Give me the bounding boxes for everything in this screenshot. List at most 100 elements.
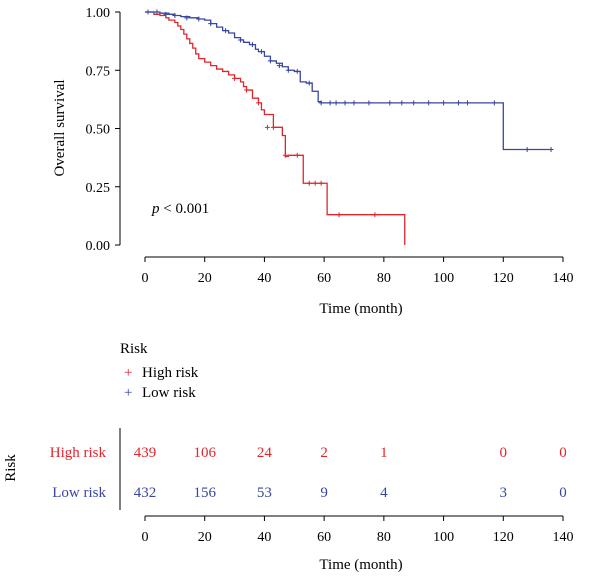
censor-mark: [258, 49, 264, 55]
censor-mark: [172, 12, 178, 18]
censor-mark: [399, 100, 405, 106]
censor-mark: [464, 100, 470, 106]
x-tick-label: 140: [553, 271, 574, 286]
table-cell: 9: [320, 485, 328, 501]
censor-mark: [154, 9, 160, 15]
legend-title: Risk: [120, 341, 148, 357]
table-x-tick-label: 120: [493, 530, 514, 545]
table-row-label: High risk: [50, 445, 107, 461]
censor-mark: [232, 75, 238, 81]
table-x-tick-label: 20: [198, 530, 212, 545]
y-tick-label: 0.25: [86, 181, 111, 196]
censor-mark: [238, 37, 244, 43]
censor-mark: [312, 180, 318, 186]
km-plot: Overall survival 0.00 0.25 0.50 0.75 1.00 0 2…: [52, 6, 574, 317]
y-tick-label: 0.00: [86, 239, 111, 254]
x-tick-label: 120: [493, 271, 514, 286]
censor-mark: [267, 58, 273, 64]
table-x-ticks: 0 20 40 60 80 100 120 140: [142, 516, 574, 545]
legend: Risk + High risk + Low risk: [120, 341, 199, 401]
table-x-axis-label: Time (month): [319, 557, 402, 573]
censor-mark: [163, 11, 169, 17]
y-tick-label: 1.00: [86, 6, 111, 21]
censor-mark: [276, 63, 282, 69]
censor-mark: [327, 100, 333, 106]
censor-mark: [366, 100, 372, 106]
censor-mark: [306, 80, 312, 86]
censor-mark: [342, 100, 348, 106]
x-axis-ticks: 0 20 40 60 80 100 120 140: [142, 257, 574, 286]
censor-mark: [208, 21, 214, 27]
censor-mark: [285, 67, 291, 73]
censor-mark: [387, 100, 393, 106]
censor-mark: [441, 100, 447, 106]
censor-mark: [249, 42, 255, 48]
censor-mark: [548, 146, 554, 152]
table-x-tick-label: 80: [377, 530, 391, 545]
table-cell: 0: [559, 445, 567, 461]
table-y-label: Risk: [3, 454, 19, 482]
y-tick-label: 0.50: [86, 123, 111, 138]
censor-mark: [244, 87, 250, 93]
censor-mark: [264, 124, 270, 130]
table-cell: 439: [134, 445, 157, 461]
x-tick-label: 100: [433, 271, 454, 286]
table-cell: 2: [320, 445, 328, 461]
x-tick-label: 20: [198, 271, 212, 286]
censor-mark: [524, 146, 530, 152]
table-x-tick-label: 60: [317, 530, 331, 545]
censor-mark: [318, 100, 324, 106]
table-cell: 0: [559, 485, 567, 501]
table-cell: 156: [193, 485, 216, 501]
censor-mark: [270, 124, 276, 130]
x-tick-label: 40: [257, 271, 271, 286]
table-x-tick-label: 140: [553, 530, 574, 545]
y-axis-ticks: 0.00 0.25 0.50 0.75 1.00: [86, 6, 120, 254]
table-cell: 432: [134, 485, 157, 501]
x-tick-label: 0: [142, 271, 149, 286]
p-value-annotation: p < 0.001: [151, 201, 209, 217]
censor-mark: [196, 16, 202, 22]
legend-marker: +: [124, 365, 132, 381]
table-cell: 4: [380, 485, 388, 501]
censor-mark: [456, 100, 461, 106]
table-cell: 106: [193, 445, 216, 461]
censor-mark: [282, 152, 288, 158]
censor-mark: [411, 100, 417, 106]
y-axis-label: Overall survival: [52, 79, 68, 176]
table-x-tick-label: 0: [142, 530, 149, 545]
table-x-tick-label: 100: [433, 530, 454, 545]
censor-mark: [318, 180, 324, 186]
table-row-label: Low risk: [52, 485, 106, 501]
censor-mark: [223, 28, 229, 34]
legend-marker: +: [124, 385, 132, 401]
table-x-tick-label: 40: [257, 530, 271, 545]
censor-mark: [184, 15, 190, 21]
table-rows: High risk 439 106 24 2 1 0 0 Low risk 432 156 53 9 4 3…: [50, 445, 567, 501]
censor-mark: [426, 100, 432, 106]
series-line-low-risk: [145, 11, 552, 151]
legend-items: + High risk + Low risk: [124, 365, 199, 401]
table-cell: 0: [500, 445, 508, 461]
legend-label: Low risk: [142, 385, 196, 401]
table-cell: 3: [500, 485, 508, 501]
series-lines: [145, 9, 554, 245]
censor-mark: [306, 180, 312, 186]
table-cell: 1: [380, 445, 388, 461]
y-tick-label: 0.75: [86, 64, 111, 79]
censor-mark: [351, 100, 357, 106]
censor-mark: [255, 100, 261, 106]
x-tick-label: 80: [377, 271, 391, 286]
series-line-high-risk: [145, 11, 406, 245]
x-axis-label: Time (month): [319, 301, 402, 317]
censor-mark: [294, 68, 300, 74]
legend-label: High risk: [142, 365, 199, 381]
censor-mark: [372, 212, 378, 218]
censor-mark: [333, 100, 339, 106]
table-cell: 24: [257, 445, 273, 461]
censor-mark: [294, 152, 300, 158]
table-cell: 53: [257, 485, 272, 501]
